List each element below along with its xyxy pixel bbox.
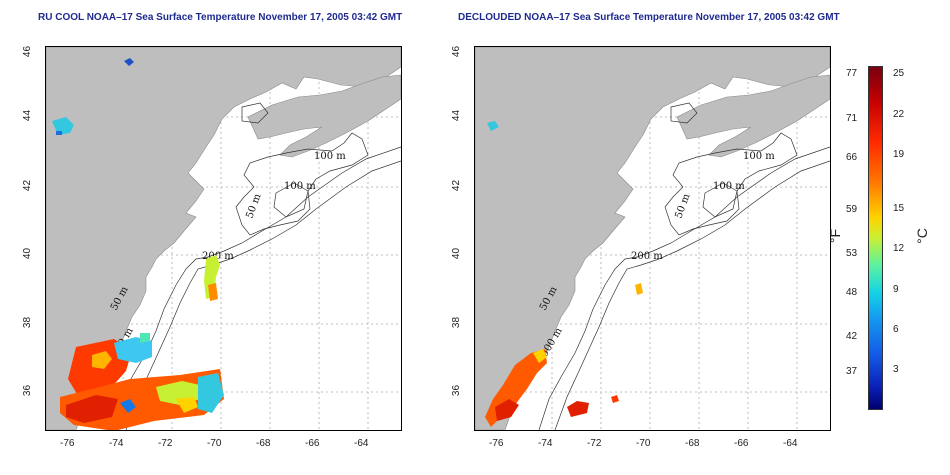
y-tick: 42 [22,179,34,192]
x-tick: -74 [109,438,124,449]
x-tick: -72 [158,438,173,449]
contour-label: 100 m [284,181,316,192]
nova-scotia [247,74,401,158]
contour-label: 200 m [631,251,663,262]
x-tick: -76 [489,438,504,449]
y-tick: 40 [451,247,463,260]
temperature-colorbar [868,66,883,410]
y-tick: 44 [451,109,463,122]
fahrenheit-label: 48 [846,287,858,298]
contour-label: 50 m [244,192,263,220]
x-tick: -70 [636,438,651,449]
celsius-label: 19 [893,149,905,160]
x-tick: -66 [305,438,320,449]
contour-label: 50 m [673,192,692,220]
celsius-label: 22 [893,109,905,120]
raw-sst-map-graphic: 100 m 100 m 50 m 200 m 50 m 2000 m [46,47,401,430]
x-tick: -64 [783,438,798,449]
declouded-sst-map: 100 m 100 m 50 m 200 m 50 m 2000 m [474,46,831,431]
x-tick: -66 [734,438,749,449]
x-tick: -74 [538,438,553,449]
celsius-label: 12 [893,243,905,254]
fahrenheit-label: 59 [846,204,858,215]
fahrenheit-label: 42 [846,331,858,342]
fahrenheit-unit-label: °F [827,228,844,244]
fahrenheit-label: 37 [846,366,858,377]
fahrenheit-label: 66 [846,152,858,163]
x-tick: -68 [256,438,271,449]
x-tick: -68 [685,438,700,449]
right-map-title: DECLOUDED NOAA–17 Sea Surface Temperatur… [458,12,840,23]
celsius-label: 15 [893,203,905,214]
declouded-sst-map-graphic: 100 m 100 m 50 m 200 m 50 m 2000 m [475,47,830,430]
celsius-unit-label: °C [913,228,930,244]
celsius-label: 3 [893,364,899,375]
contour-label: 200 m [202,251,234,262]
land-area [475,47,830,430]
contour-label: 100 m [713,181,745,192]
x-tick: -64 [354,438,369,449]
nova-scotia [676,74,830,158]
x-tick: -70 [207,438,222,449]
bathymetry-contours [538,102,830,430]
fahrenheit-label: 71 [846,113,858,124]
x-tick: -72 [587,438,602,449]
contour-label: 100 m [314,151,346,162]
y-tick: 40 [22,247,34,260]
y-tick: 46 [22,45,34,58]
y-tick: 46 [451,45,463,58]
raw-sst-map: 100 m 100 m 50 m 200 m 50 m 2000 m [45,46,402,431]
y-tick: 36 [22,384,34,397]
sst-patches [485,121,643,427]
celsius-label: 9 [893,284,899,295]
y-tick: 42 [451,179,463,192]
fahrenheit-label: 53 [846,248,858,259]
celsius-label: 6 [893,324,899,335]
y-tick: 38 [22,316,34,329]
y-tick: 44 [22,109,34,122]
left-map-title: RU COOL NOAA–17 Sea Surface Temperature … [38,12,403,23]
contour-label: 100 m [743,151,775,162]
y-tick: 36 [451,384,463,397]
fahrenheit-label: 77 [846,68,858,79]
celsius-label: 25 [893,68,905,79]
x-tick: -76 [60,438,75,449]
sst-patches [52,58,224,430]
y-tick: 38 [451,316,463,329]
